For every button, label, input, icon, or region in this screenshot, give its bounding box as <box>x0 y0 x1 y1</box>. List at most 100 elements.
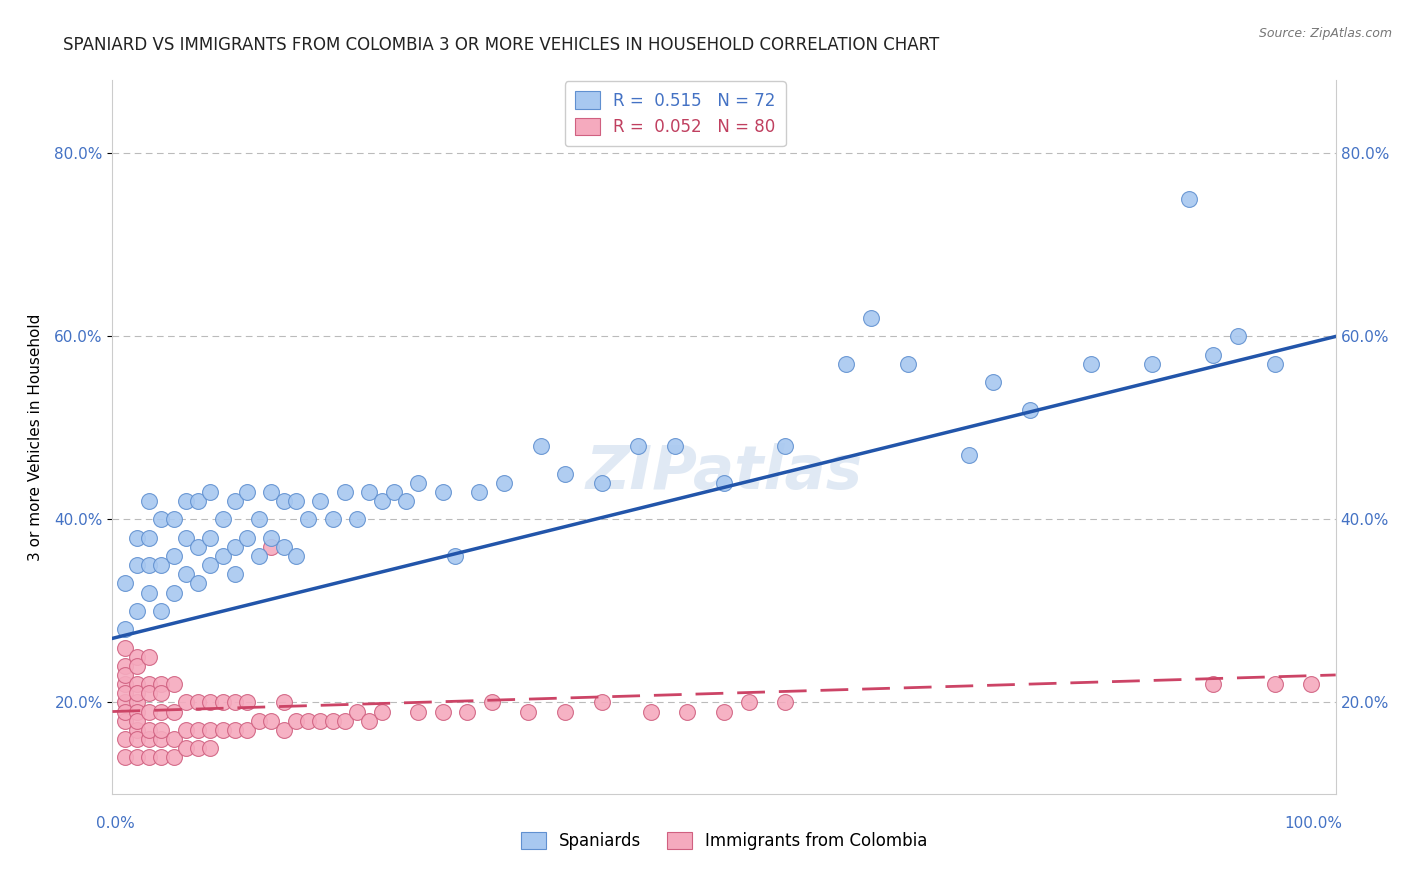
Point <box>676 705 699 719</box>
Point <box>260 531 283 545</box>
Point <box>200 531 222 545</box>
Point <box>1142 357 1164 371</box>
Point <box>200 558 222 573</box>
Point <box>163 750 186 764</box>
Text: Source: ZipAtlas.com: Source: ZipAtlas.com <box>1258 27 1392 40</box>
Point <box>333 485 356 500</box>
Point <box>713 705 735 719</box>
Point <box>284 549 308 563</box>
Point <box>627 439 650 453</box>
Point <box>187 540 209 554</box>
Point <box>835 357 858 371</box>
Point <box>1202 348 1225 362</box>
Point <box>359 714 381 728</box>
Point <box>1226 329 1249 343</box>
Point <box>174 741 197 756</box>
Point <box>174 531 197 545</box>
Point <box>432 705 454 719</box>
Point <box>114 686 136 700</box>
Point <box>138 531 160 545</box>
Point <box>591 695 613 709</box>
Point <box>114 658 136 673</box>
Point <box>125 723 148 737</box>
Point <box>260 485 283 500</box>
Point <box>150 677 173 691</box>
Point <box>273 540 295 554</box>
Point <box>114 622 136 636</box>
Point <box>138 723 160 737</box>
Point <box>309 714 332 728</box>
Point <box>981 375 1004 389</box>
Point <box>200 723 222 737</box>
Point <box>224 723 246 737</box>
Point <box>1301 677 1323 691</box>
Point <box>125 750 148 764</box>
Point <box>163 585 186 599</box>
Point <box>125 531 148 545</box>
Point <box>138 750 160 764</box>
Point <box>114 705 136 719</box>
Point <box>163 549 186 563</box>
Point <box>492 475 515 490</box>
Point <box>333 714 356 728</box>
Point <box>150 512 173 526</box>
Point <box>591 475 613 490</box>
Point <box>247 512 270 526</box>
Point <box>224 695 246 709</box>
Point <box>554 467 576 481</box>
Point <box>211 723 233 737</box>
Point <box>174 567 197 582</box>
Point <box>775 439 797 453</box>
Point <box>174 723 197 737</box>
Point <box>1080 357 1102 371</box>
Point <box>125 677 148 691</box>
Point <box>284 714 308 728</box>
Point <box>114 695 136 709</box>
Point <box>640 705 662 719</box>
Point <box>370 494 392 508</box>
Point <box>138 558 160 573</box>
Point <box>125 695 148 709</box>
Point <box>163 731 186 746</box>
Point <box>322 512 344 526</box>
Y-axis label: 3 or more Vehicles in Household: 3 or more Vehicles in Household <box>28 313 44 561</box>
Point <box>114 640 136 655</box>
Point <box>713 475 735 490</box>
Point <box>150 731 173 746</box>
Text: 100.0%: 100.0% <box>1285 816 1343 831</box>
Point <box>174 695 197 709</box>
Point <box>150 750 173 764</box>
Point <box>517 705 540 719</box>
Point <box>297 714 319 728</box>
Point <box>138 649 160 664</box>
Point <box>273 723 295 737</box>
Point <box>150 604 173 618</box>
Point <box>114 677 136 691</box>
Point <box>150 558 173 573</box>
Point <box>138 731 160 746</box>
Point <box>150 705 173 719</box>
Point <box>957 449 980 463</box>
Point <box>529 439 551 453</box>
Point <box>408 705 430 719</box>
Point <box>737 695 759 709</box>
Point <box>211 549 233 563</box>
Point <box>408 475 430 490</box>
Point <box>187 695 209 709</box>
Point <box>468 485 491 500</box>
Point <box>187 723 209 737</box>
Point <box>114 668 136 682</box>
Text: SPANIARD VS IMMIGRANTS FROM COLOMBIA 3 OR MORE VEHICLES IN HOUSEHOLD CORRELATION: SPANIARD VS IMMIGRANTS FROM COLOMBIA 3 O… <box>63 36 939 54</box>
Point <box>224 494 246 508</box>
Point <box>138 677 160 691</box>
Point <box>236 531 259 545</box>
Point <box>273 494 295 508</box>
Point <box>114 750 136 764</box>
Point <box>897 357 920 371</box>
Point <box>150 723 173 737</box>
Point <box>346 512 368 526</box>
Point <box>1264 357 1286 371</box>
Point <box>236 485 259 500</box>
Point <box>138 585 160 599</box>
Point <box>382 485 405 500</box>
